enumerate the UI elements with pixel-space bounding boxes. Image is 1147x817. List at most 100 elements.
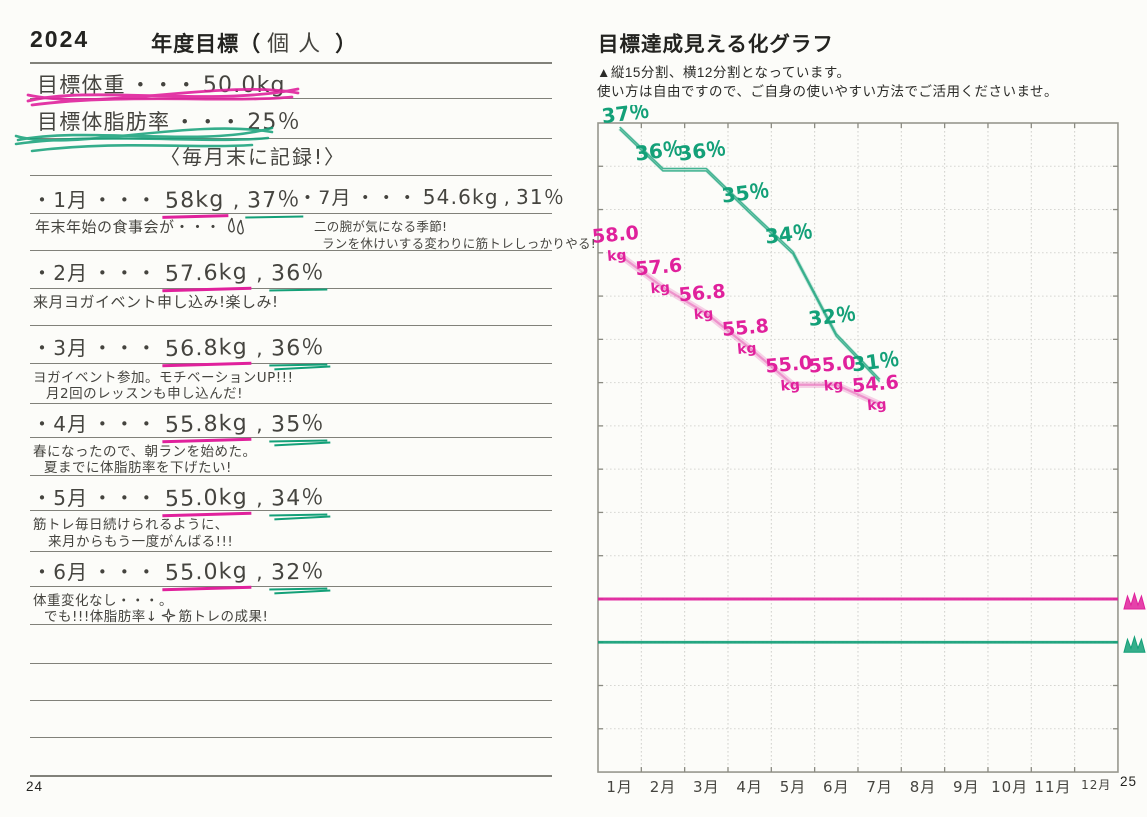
- ruled-line: [30, 62, 552, 64]
- page-title: 年度目標（ 個人）: [151, 26, 357, 58]
- svg-text:57.6: 57.6: [635, 254, 684, 280]
- entry-note-may-1: 筋トレ毎日続けられるように、: [33, 517, 229, 533]
- svg-text:5月: 5月: [780, 778, 807, 796]
- year-label: 2024: [30, 26, 90, 52]
- sweat-drops-doodle: [228, 217, 244, 235]
- goal-weight-row: 目標体重 ・・・ 50.0kg: [37, 73, 286, 98]
- goal-fat-label: 目標体脂肪率: [37, 110, 171, 134]
- svg-text:37％: 37％: [600, 105, 650, 128]
- svg-text:32％: 32％: [807, 301, 857, 331]
- svg-text:6月: 6月: [823, 778, 850, 796]
- ruled-line: [30, 737, 552, 739]
- ruled-line: [30, 250, 552, 252]
- may-fat-value: 34％: [268, 479, 327, 517]
- entry-heading-may: ・5月 ・・・ 55.0kg, 34％: [32, 479, 327, 518]
- svg-text:10月: 10月: [991, 778, 1028, 796]
- svg-text:11月: 11月: [1034, 778, 1071, 796]
- entry-heading-jan: ・1月 ・・・ 58kg, 37％: [32, 181, 304, 219]
- svg-text:55.0: 55.0: [808, 352, 857, 378]
- svg-text:kg: kg: [607, 247, 628, 265]
- title-prefix: 年度目標（: [151, 33, 262, 56]
- feb-fat-value: 36％: [268, 254, 327, 292]
- jan-fat-value: 37％: [245, 181, 304, 219]
- ruled-line: [30, 213, 552, 215]
- svg-text:54.6: 54.6: [851, 371, 900, 397]
- ruled-line: [30, 700, 552, 702]
- goal-weight-value: 50.0kg: [202, 73, 286, 98]
- ruled-line: [30, 138, 552, 140]
- apr-fat-value: 35％: [268, 405, 327, 443]
- svg-text:55.0: 55.0: [765, 352, 814, 378]
- ruled-line: [30, 624, 552, 626]
- ruled-line: [30, 288, 552, 290]
- jun-weight-value: 55.0kg: [161, 558, 252, 592]
- svg-text:kg: kg: [867, 397, 888, 415]
- svg-text:36％: 36％: [677, 136, 727, 166]
- title-handwritten-owner: 個人: [267, 32, 330, 57]
- svg-text:kg: kg: [823, 377, 844, 395]
- entry-heading-mar: ・3月 ・・・ 56.8kg, 36％: [32, 329, 327, 368]
- title-suffix: ）: [335, 33, 358, 56]
- svg-text:4月: 4月: [736, 778, 763, 796]
- svg-text:kg: kg: [693, 306, 714, 324]
- svg-text:8月: 8月: [910, 778, 937, 796]
- mar-fat-value: 36％: [268, 329, 327, 367]
- svg-text:9月: 9月: [953, 778, 980, 796]
- left-page-number: 24: [26, 779, 44, 794]
- right-page-number: 25: [1120, 774, 1138, 789]
- sparkle-doodle: [161, 608, 175, 623]
- svg-text:31％: 31％: [850, 347, 900, 377]
- jul-weight-value: 54.6kg: [422, 185, 499, 209]
- entry-note-may-2: 来月からもう一度がんばる!!!: [48, 534, 234, 550]
- chart-subtitle-1: ▲縦15分割、横12分割となっています。: [597, 65, 851, 80]
- svg-text:kg: kg: [650, 280, 671, 298]
- entry-heading-jul: ・7月 ・・・ 54.6kg, 31％: [298, 185, 566, 209]
- svg-text:2月: 2月: [650, 778, 677, 796]
- ruled-line: [30, 475, 552, 477]
- entry-note-jul-2: ランを休けいする変わりに筋トレしっかりやる!: [322, 236, 597, 251]
- ruled-line: [30, 663, 552, 665]
- ruled-line: [30, 775, 552, 777]
- entry-note-feb: 来月ヨガイベント申し込み!楽しみ!: [33, 293, 279, 311]
- entry-note-mar-1: ヨガイベント参加。モチベーションUP!!!: [33, 370, 294, 386]
- feb-weight-value: 57.6kg: [161, 259, 252, 293]
- entry-note-jul-1: 二の腕が気になる季節!: [314, 219, 448, 234]
- svg-text:7月: 7月: [866, 778, 893, 796]
- jan-weight-value: 58kg: [161, 187, 229, 219]
- ruled-line: [30, 325, 552, 327]
- svg-text:58.0: 58.0: [591, 222, 640, 248]
- entry-heading-apr: ・4月 ・・・ 55.8kg, 35％: [32, 405, 327, 444]
- entry-note-jan: 年末年始の食事会が・・・: [35, 216, 246, 237]
- entry-note-jun-2: でも!!!体脂肪率↓ 筋トレの成果!: [44, 608, 269, 625]
- left-page-header: 2024 年度目標（ 個人）: [30, 26, 357, 58]
- entry-heading-jun: ・6月 ・・・ 55.0kg, 32％: [32, 553, 327, 592]
- svg-text:kg: kg: [780, 377, 801, 395]
- svg-text:36％: 36％: [634, 136, 684, 166]
- svg-text:34％: 34％: [764, 219, 814, 249]
- mar-weight-value: 56.8kg: [161, 334, 252, 368]
- svg-text:1月: 1月: [606, 778, 633, 796]
- entry-note-apr-2: 夏までに体脂肪率を下げたい!: [44, 460, 232, 476]
- goal-fat-value: 25％: [247, 110, 301, 135]
- crown-doodle: [1123, 591, 1146, 610]
- chart-title: 目標達成見える化グラフ: [598, 33, 834, 56]
- goal-chart: 37％36％36％35％34％32％31％58.0kg 57.6kg 56.8kg5…: [591, 105, 1146, 796]
- ruled-line: [30, 551, 552, 553]
- crown-doodle: [1123, 635, 1146, 653]
- svg-text:35％: 35％: [720, 178, 770, 208]
- svg-text:56.8: 56.8: [678, 280, 727, 306]
- ruled-line: [30, 175, 552, 177]
- entry-heading-feb: ・2月 ・・・ 57.6kg, 36％: [32, 254, 327, 293]
- entry-note-apr-1: 春になったので、朝ランを始めた。: [33, 444, 257, 460]
- jun-fat-value: 32％: [268, 553, 327, 591]
- chart-subtitle-2: 使い方は自由ですので、ご自身の使いやすい方法でご活用くださいませ。: [597, 84, 1059, 99]
- apr-weight-value: 55.8kg: [161, 410, 252, 444]
- svg-text:kg: kg: [737, 340, 758, 358]
- entry-note-mar-2: 月2回のレッスンも申し込んだ!: [46, 386, 244, 402]
- svg-text:3月: 3月: [693, 778, 720, 796]
- goal-weight-label: 目標体重: [37, 73, 126, 97]
- svg-text:12月: 12月: [1081, 778, 1111, 792]
- svg-text:55.8: 55.8: [721, 315, 770, 341]
- entry-note-jun-1: 体重変化なし・・・。: [33, 593, 173, 609]
